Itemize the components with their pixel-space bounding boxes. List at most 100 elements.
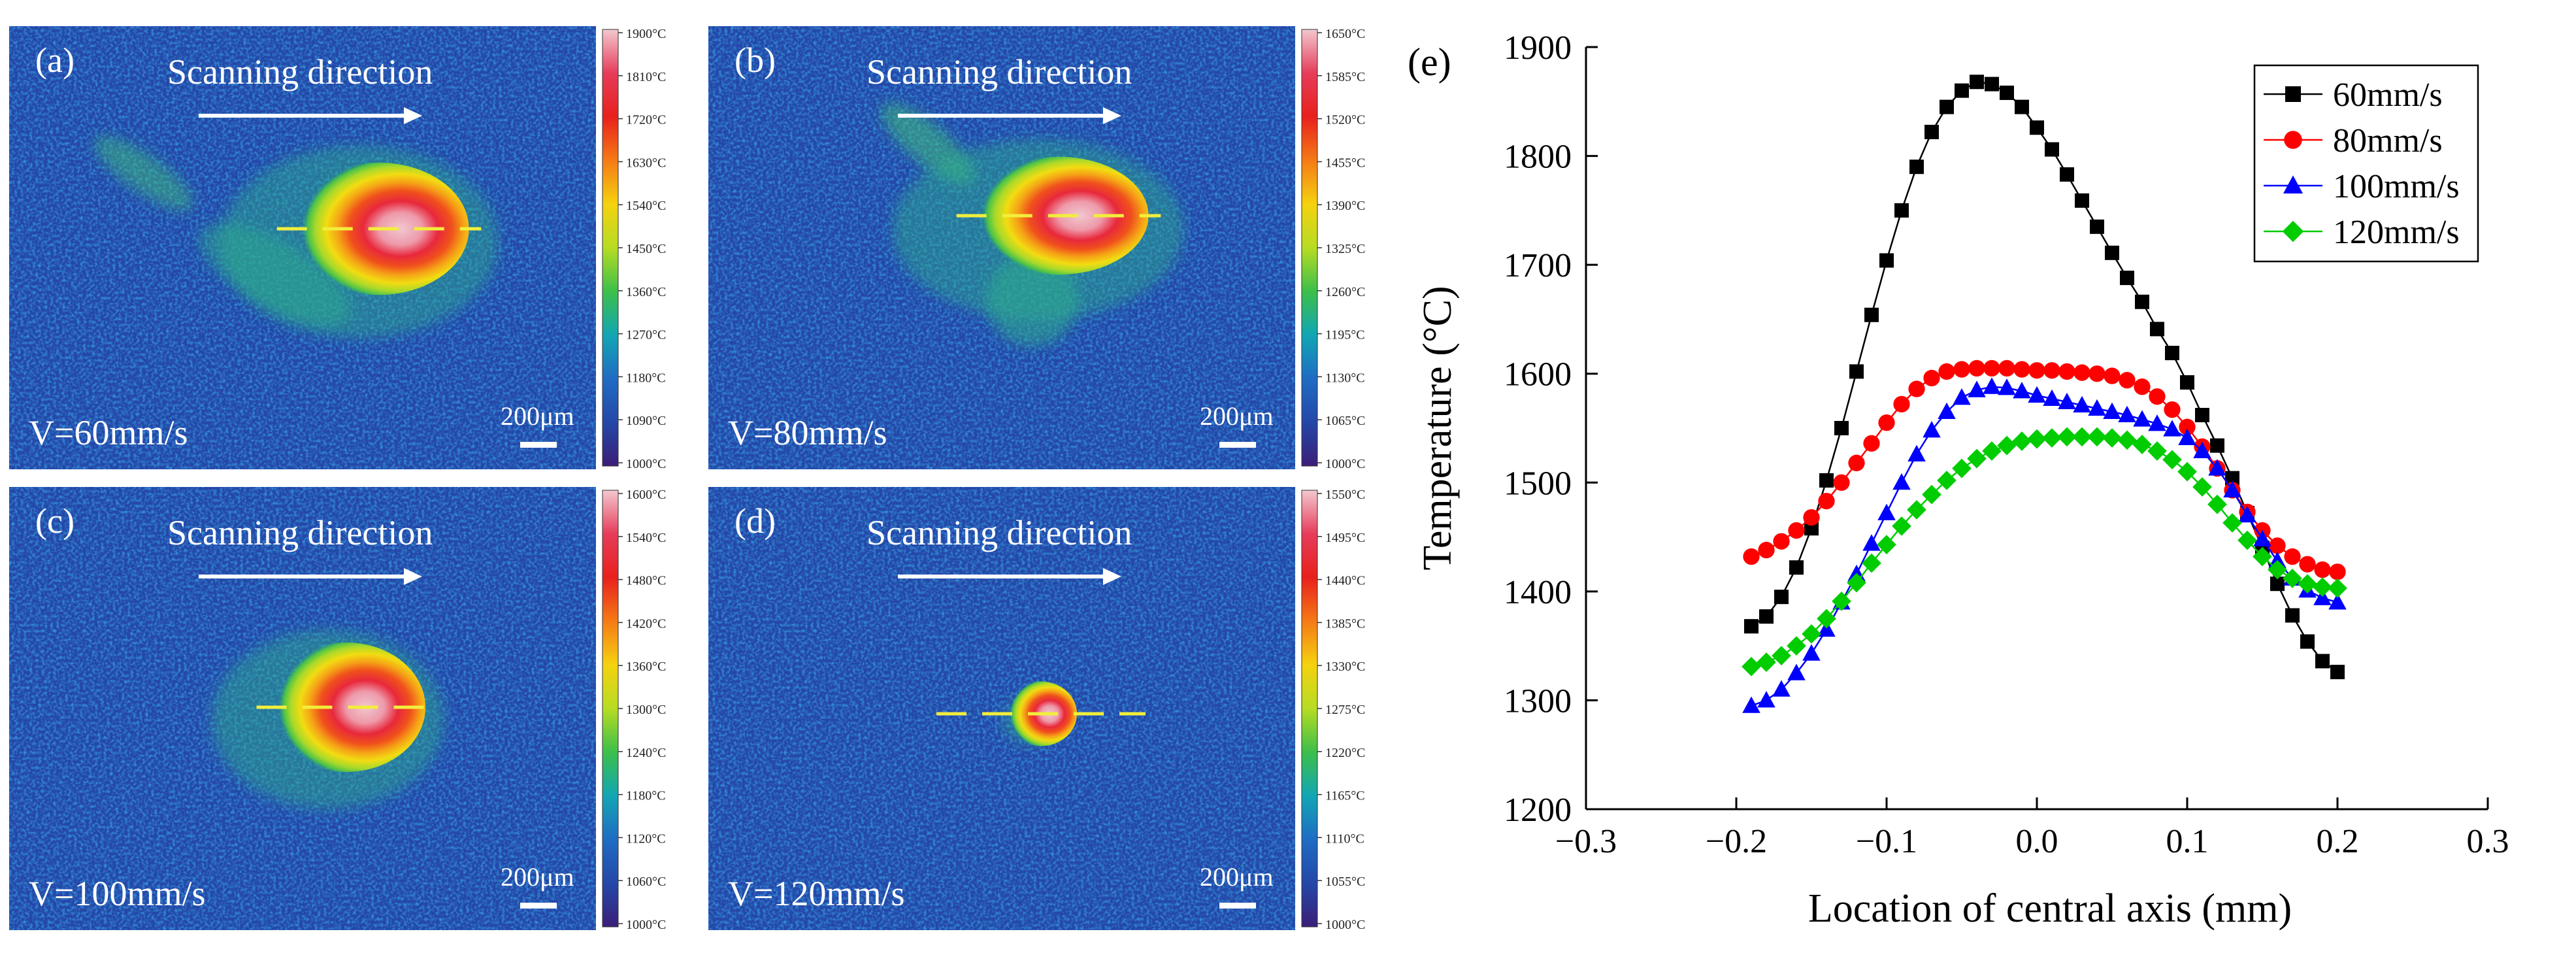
data-point-diamond [1937,471,1957,490]
x-tick-label: 0.1 [2166,823,2209,860]
data-point-triangle [2028,386,2046,403]
thermal-panel: Scanning direction (c) V=100mm/s 200μm 1600°… [9,487,666,932]
colorbar-tick-label: 1650°C [1325,27,1365,41]
data-point-triangle [1983,377,2001,394]
scale-bar [1219,442,1256,448]
data-point-circle [1788,522,1805,539]
legend: 60mm/s 80mm/s 100mm/s 120mm/s [2253,64,2479,263]
data-point-diamond [1847,573,1866,593]
data-point-diamond [1817,609,1836,629]
colorbar-tick-label: 1360°C [626,660,666,674]
speed-label: V=100mm/s [29,874,205,913]
data-point-diamond [1952,458,1972,478]
panel-label: (b) [735,41,776,80]
panel-label: (a) [35,41,74,80]
data-point-circle [2043,362,2060,379]
colorbar-tick-label: 1000°C [1325,457,1365,471]
data-point-diamond [2012,431,2032,451]
data-point-triangle [2133,410,2151,427]
x-tick-label: 0.3 [2467,823,2509,860]
data-point-circle [2134,378,2151,395]
colorbar-tick-label: 1195°C [1325,328,1365,343]
data-point-diamond [1982,441,2002,461]
data-point-diamond [2268,560,2287,580]
data-point-circle [2269,537,2286,554]
colorbar-tick-label: 1450°C [626,242,666,256]
series-line [1751,436,2338,668]
scale-bar-label: 200μm [1200,862,1274,892]
data-point-square [1744,619,1759,634]
data-point-diamond [2207,494,2227,514]
data-point-circle [1743,548,1760,565]
data-point-square [2330,665,2345,680]
series-line [1751,386,2338,707]
colorbar-tick-label: 1260°C [1325,285,1365,299]
data-point-triangle [2118,405,2136,423]
data-point-triangle [2178,428,2196,445]
data-point-circle [1893,395,1910,413]
data-point-diamond [1802,624,1821,644]
data-point-square [1955,83,1969,98]
data-point-square [1819,473,1834,488]
colorbar-tick-label: 1110°C [1325,831,1364,846]
data-point-triangle [1742,696,1760,713]
legend-label: 100mm/s [2333,168,2460,205]
colorbar-tick-label: 1240°C [626,746,666,760]
data-point-diamond [1862,553,1881,573]
data-point-circle [1923,369,1940,387]
data-point-circle [1938,363,1955,380]
scanning-direction-label: Scanning direction [867,513,1132,552]
colorbar-tick-label: 1275°C [1325,703,1365,717]
thermal-images: Scanning direction (a) V=60mm/s 200μm 1900°C… [9,26,1365,932]
colorbar-tick-label: 1480°C [626,574,666,588]
data-point-circle [1863,435,1880,452]
data-point-triangle [2328,593,2347,610]
colorbar-tick-label: 1180°C [626,789,666,803]
data-point-triangle [2253,529,2271,546]
colorbar-tick-label: 1220°C [1325,746,1365,760]
data-point-square [1849,364,1864,379]
scale-bar [520,903,557,909]
data-point-circle [2073,364,2090,381]
speed-label: V=60mm/s [29,413,188,452]
data-point-triangle [1998,378,2016,395]
data-point-triangle [1772,680,1791,697]
data-point-circle [1803,509,1820,526]
data-point-diamond [2132,435,2152,454]
data-point-diamond [1877,535,1896,555]
data-point-triangle [1892,473,1911,490]
data-point-square [1834,421,1849,435]
thermal-panel: Scanning direction (d) V=120mm/s 200μm 1550°… [708,487,1365,932]
data-point-diamond [1787,636,1806,656]
data-point-diamond [2237,530,2257,550]
data-point-square [2135,294,2149,309]
speed-label: V=120mm/s [728,874,904,913]
series-60mm/s [1744,75,2345,680]
x-tick-label: −0.1 [1856,823,1917,860]
data-point-triangle [2223,480,2241,497]
data-point-circle [1773,533,1790,550]
data-point-triangle [2103,402,2121,420]
legend-label: 120mm/s [2333,214,2460,251]
thermal-panel: Scanning direction (b) V=80mm/s 200μm 1650°C… [708,26,1365,471]
data-point-triangle [2163,420,2181,437]
colorbar-tick-label: 1130°C [1325,371,1365,385]
data-point-circle [2149,388,2166,405]
data-point-triangle [1907,444,1926,461]
data-point-triangle [2148,414,2166,431]
data-point-diamond [2072,427,2092,447]
colorbar-tick-label: 1065°C [1325,414,1365,428]
data-point-square [1774,590,1789,605]
data-point-circle [2299,556,2316,573]
colorbar-tick-label: 1495°C [1325,531,1365,545]
data-point-square [2165,346,2179,361]
data-point-diamond [2117,430,2137,450]
y-tick-label: 1600 [1504,356,1572,393]
data-point-square [2285,86,2301,102]
data-point-circle [2089,365,2105,382]
x-axis-label: Location of central axis (mm) [1808,886,2292,931]
data-point-diamond [2027,429,2047,449]
data-point-square [2315,654,2330,669]
data-point-diamond [2328,578,2347,598]
data-point-triangle [2088,399,2106,416]
